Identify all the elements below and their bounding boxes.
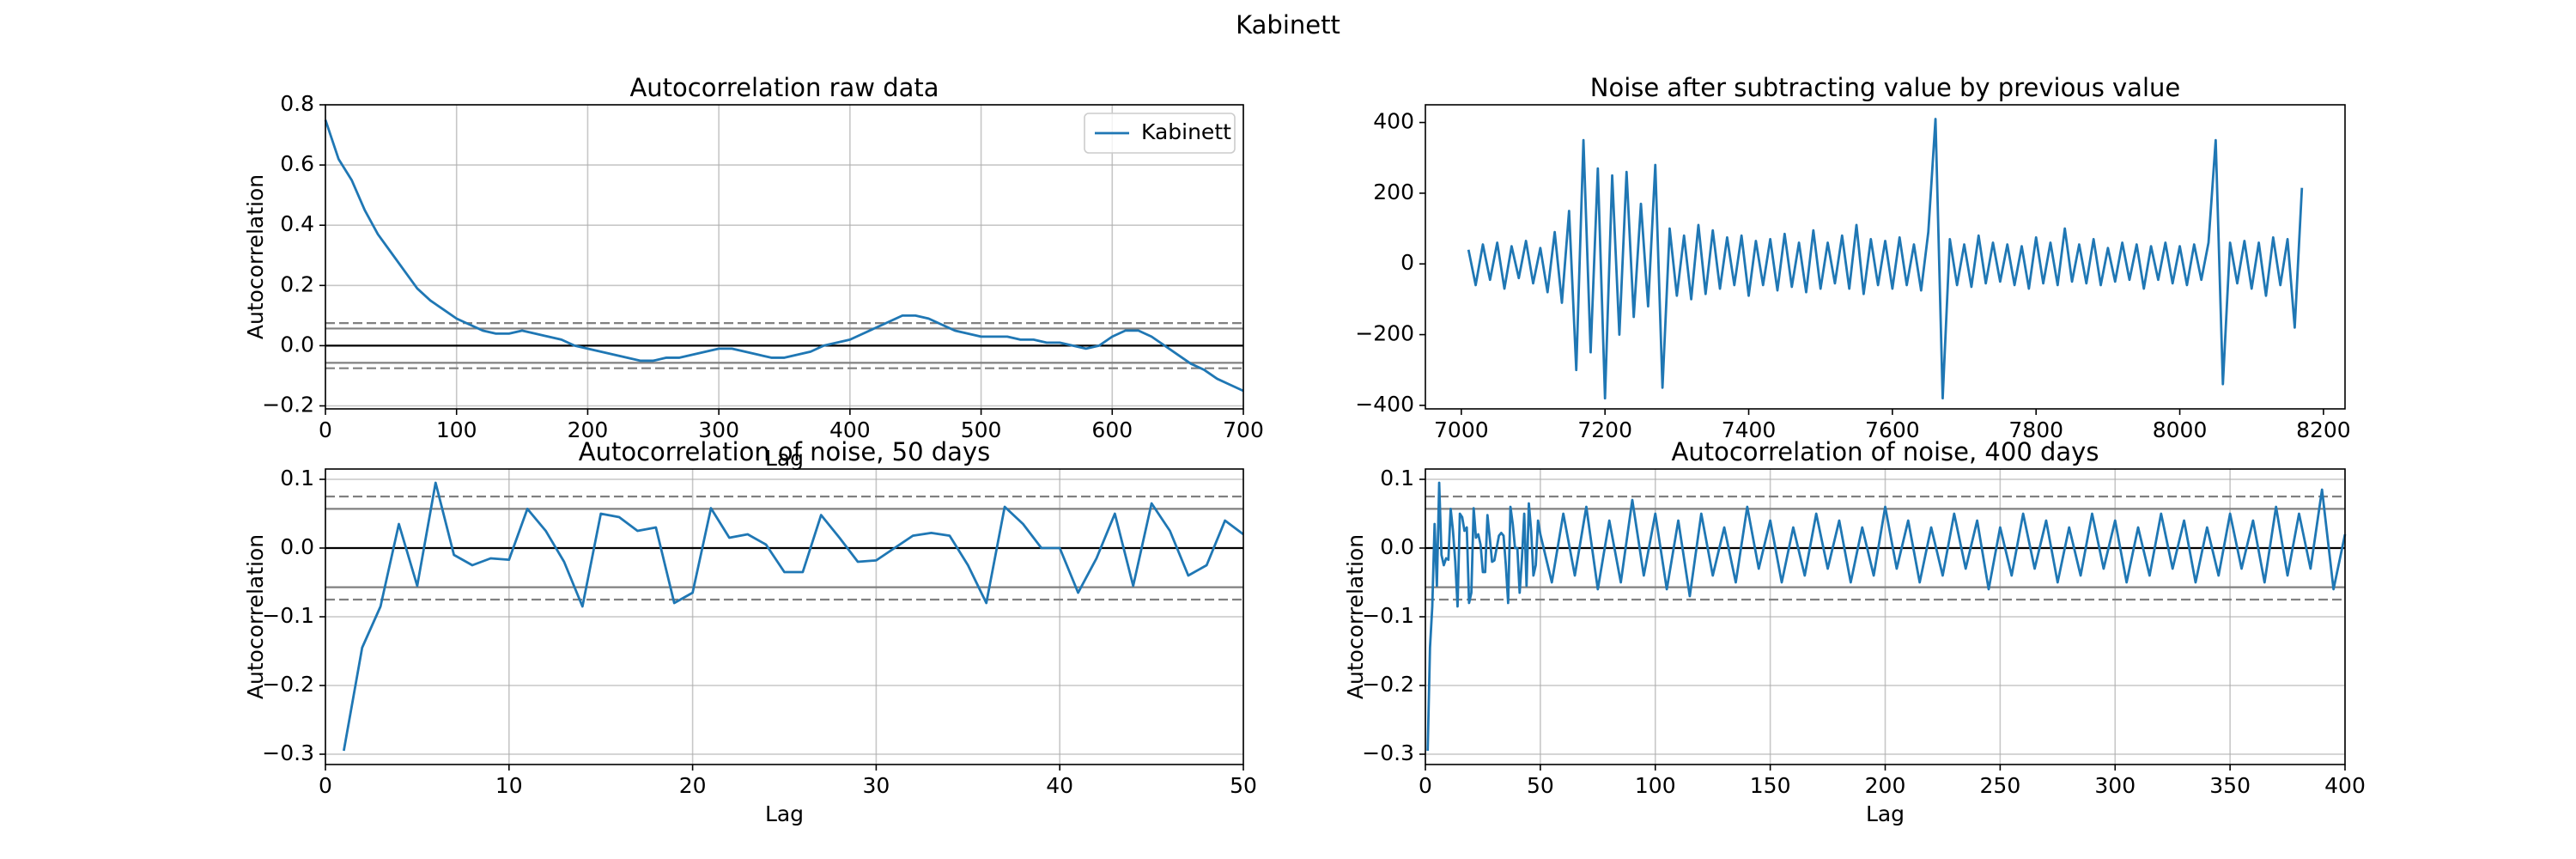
axes-frame [1425,104,2346,410]
x-tick-label: 8000 [2153,417,2208,442]
x-tick-label: 150 [1750,773,1791,798]
x-axis-label: Lag [1866,801,1905,826]
x-tick-label: 7800 [2008,417,2063,442]
x-tick-label: 100 [436,417,477,442]
x-tick-label: 50 [1527,773,1554,798]
y-tick-label: −0.2 [262,672,314,697]
x-tick-label: 400 [2324,773,2366,798]
chart-title: Autocorrelation raw data [629,73,939,102]
x-tick-label: 10 [495,773,523,798]
y-tick-label: 0.1 [1380,466,1414,490]
y-tick-label: −0.3 [1362,740,1414,765]
x-tick-label: 7000 [1434,417,1489,442]
x-tick-label: 8200 [2296,417,2351,442]
x-tick-label: 700 [1223,417,1264,442]
x-tick-label: 30 [862,773,890,798]
figure-title: Kabinett [1236,10,1340,40]
x-tick-label: 600 [1091,417,1133,442]
x-tick-label: 7400 [1722,417,1777,442]
x-axis-label: Lag [765,446,804,471]
y-tick-label: 0.4 [280,211,314,236]
y-tick-label: −0.3 [262,740,314,765]
axes-frame [325,468,1244,765]
y-tick-label: −0.2 [1362,672,1414,697]
x-tick-label: 0 [1419,773,1432,798]
x-axis-label: Lag [765,801,804,826]
y-tick-label: 0.6 [280,151,314,176]
x-tick-label: 300 [698,417,739,442]
data-line [324,119,1244,393]
x-tick-label: 20 [679,773,707,798]
x-tick-label: 400 [829,417,871,442]
y-tick-label: −0.1 [262,603,314,628]
y-axis-label: Autocorrelation [243,174,268,339]
y-tick-label: −0.1 [1362,603,1414,628]
x-tick-label: 7200 [1577,417,1632,442]
x-tick-label: 200 [1865,773,1906,798]
x-tick-label: 350 [2209,773,2251,798]
y-tick-label: 0.1 [280,466,314,490]
x-tick-label: 0 [319,773,332,798]
y-tick-label: −0.2 [262,392,314,417]
data-line [1426,481,2347,752]
y-tick-label: 0.0 [280,534,314,559]
x-tick-label: 300 [2094,773,2136,798]
x-tick-label: 500 [961,417,1002,442]
data-line [1467,118,2304,400]
y-tick-label: 0.0 [1380,534,1414,559]
y-tick-label: 0.2 [280,271,314,296]
legend-box [1084,113,1236,154]
y-tick-label: 0 [1400,250,1414,275]
x-tick-label: 40 [1046,773,1073,798]
chart-title: Autocorrelation of noise, 400 days [1672,437,2099,466]
y-tick-label: 0.0 [280,332,314,356]
y-tick-label: −200 [1355,321,1414,346]
y-tick-label: 400 [1373,109,1414,134]
x-tick-label: 7600 [1865,417,1920,442]
chart-title: Noise after subtracting value by previou… [1590,73,2180,102]
chart-title: Autocorrelation of noise, 50 days [579,437,990,466]
data-line [343,481,1244,752]
x-tick-label: 50 [1230,773,1257,798]
axes-frame [1425,468,2346,765]
y-tick-label: 200 [1373,180,1414,204]
legend-label: Kabinett [1141,119,1231,144]
x-tick-label: 200 [568,417,609,442]
y-axis-label: Autocorrelation [243,534,268,699]
y-tick-label: −400 [1355,392,1414,417]
y-axis-label: Autocorrelation [1343,534,1368,699]
x-tick-label: 100 [1635,773,1676,798]
y-tick-label: 0.8 [280,91,314,116]
x-tick-label: 0 [319,417,332,442]
axes-frame [325,104,1244,410]
x-tick-label: 250 [1980,773,2021,798]
